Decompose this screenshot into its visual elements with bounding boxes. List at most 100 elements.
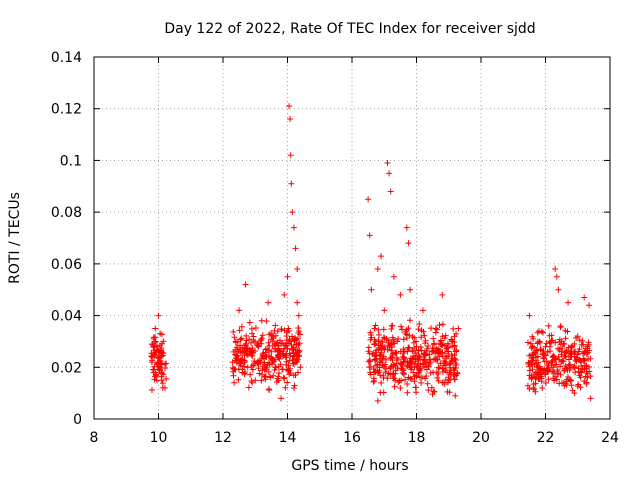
data-point <box>446 389 453 396</box>
data-point <box>162 360 169 367</box>
data-point <box>540 367 547 374</box>
data-point <box>425 387 432 394</box>
data-point <box>422 337 429 344</box>
data-point <box>242 281 249 288</box>
data-point <box>445 377 452 384</box>
data-point <box>430 341 437 348</box>
data-point <box>550 375 557 382</box>
data-point <box>562 353 569 360</box>
data-point <box>284 379 291 386</box>
data-point <box>270 358 277 365</box>
data-point <box>374 397 381 404</box>
data-point <box>269 338 276 345</box>
data-point <box>407 286 414 293</box>
data-point <box>536 328 543 335</box>
data-point <box>294 266 301 273</box>
y-tick-label: 0.04 <box>51 309 82 325</box>
data-point <box>377 372 384 379</box>
axis-ticks <box>93 56 611 420</box>
data-point <box>423 372 430 379</box>
data-point <box>441 342 448 349</box>
data-point <box>290 344 297 351</box>
data-point <box>238 323 245 330</box>
data-point <box>576 346 583 353</box>
data-point <box>532 380 539 387</box>
data-point <box>583 363 590 370</box>
data-point <box>155 348 162 355</box>
data-point <box>562 335 569 342</box>
data-point <box>383 365 390 372</box>
x-tick-label: 20 <box>472 430 490 446</box>
data-point <box>542 343 549 350</box>
x-tick-label: 14 <box>279 430 297 446</box>
data-point <box>154 354 161 361</box>
data-point <box>545 322 552 329</box>
data-point <box>279 366 286 373</box>
data-point <box>249 330 256 337</box>
data-point <box>557 371 564 378</box>
data-point <box>371 325 378 332</box>
data-point <box>451 355 458 362</box>
data-point <box>295 312 302 319</box>
data-point <box>293 341 300 348</box>
data-point <box>576 337 583 344</box>
data-point <box>365 196 372 203</box>
data-point <box>268 348 275 355</box>
data-point <box>388 354 395 361</box>
data-point <box>587 395 594 402</box>
data-point <box>422 352 429 359</box>
y-tick-label: 0.02 <box>51 360 82 376</box>
data-point <box>556 356 563 363</box>
data-point <box>237 336 244 343</box>
x-tick-label: 18 <box>408 430 426 446</box>
data-point <box>296 340 303 347</box>
data-point <box>527 340 534 347</box>
data-point <box>581 294 588 301</box>
data-point <box>230 372 237 379</box>
data-point <box>400 336 407 343</box>
data-point <box>543 340 550 347</box>
data-point <box>261 361 268 368</box>
data-point <box>249 366 256 373</box>
data-point <box>422 375 429 382</box>
data-point <box>413 389 420 396</box>
data-point <box>414 356 421 363</box>
y-tick-labels: 0 0.02 0.04 0.06 0.08 0.1 0.12 0.14 <box>51 50 82 428</box>
data-point <box>541 365 548 372</box>
data-point <box>282 342 289 349</box>
data-point <box>577 368 584 375</box>
data-point <box>585 363 592 370</box>
data-point <box>294 369 301 376</box>
x-tick-labels: 8 10 12 14 16 18 20 22 24 <box>90 430 619 446</box>
data-point <box>249 347 256 354</box>
data-point <box>534 340 541 347</box>
data-point <box>535 364 542 371</box>
data-point <box>252 377 259 384</box>
data-point <box>400 371 407 378</box>
data-point <box>424 366 431 373</box>
data-point <box>376 358 383 365</box>
data-point <box>266 386 273 393</box>
data-point <box>292 245 299 252</box>
x-tick-label: 22 <box>537 430 555 446</box>
data-point <box>428 384 435 391</box>
data-point <box>289 356 296 363</box>
data-point <box>571 362 578 369</box>
data-point <box>150 366 157 373</box>
data-point <box>368 286 375 293</box>
data-point <box>271 366 278 373</box>
data-point <box>390 375 397 382</box>
data-point <box>548 359 555 366</box>
data-point <box>272 356 279 363</box>
data-point <box>410 369 417 376</box>
data-point <box>419 307 426 314</box>
data-point <box>435 346 442 353</box>
data-point <box>420 328 427 335</box>
data-point <box>290 224 297 231</box>
data-point <box>413 343 420 350</box>
data-point <box>281 327 288 334</box>
data-point <box>450 325 457 332</box>
data-point <box>574 383 581 390</box>
data-point <box>385 337 392 344</box>
